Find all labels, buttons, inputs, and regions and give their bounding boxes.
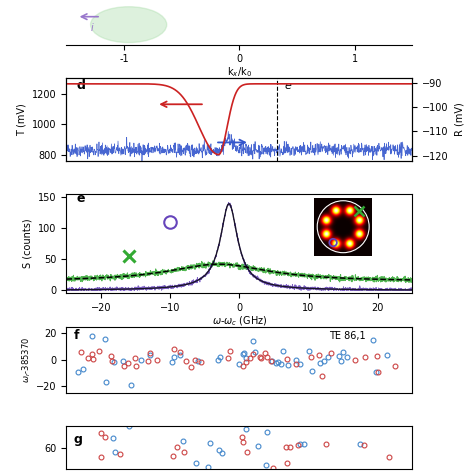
Text: g: g: [73, 433, 82, 447]
Text: i: i: [91, 23, 93, 33]
Text: e: e: [284, 81, 291, 91]
Y-axis label: $\omega_r$-385370: $\omega_r$-385370: [21, 337, 33, 383]
Ellipse shape: [91, 7, 167, 43]
Text: d: d: [77, 79, 86, 91]
Y-axis label: T (mV): T (mV): [17, 103, 27, 136]
X-axis label: $\omega$-$\omega_c$ (GHz): $\omega$-$\omega_c$ (GHz): [211, 315, 267, 328]
Y-axis label: R (mV): R (mV): [454, 102, 464, 136]
Text: f: f: [73, 328, 79, 342]
Y-axis label: S (counts): S (counts): [23, 219, 33, 268]
Text: e: e: [77, 192, 85, 205]
Text: TE 86,1: TE 86,1: [329, 330, 366, 340]
X-axis label: k$_x$/k$_0$: k$_x$/k$_0$: [227, 66, 252, 80]
